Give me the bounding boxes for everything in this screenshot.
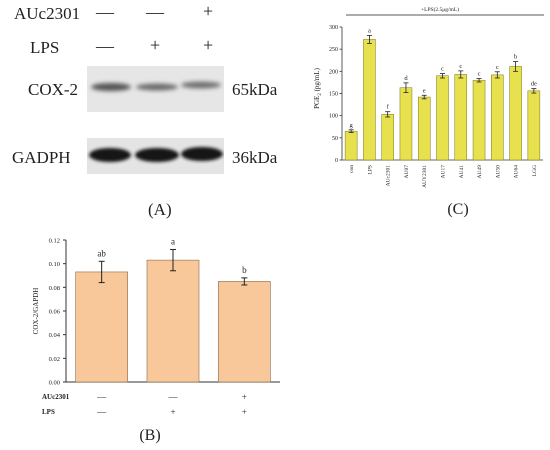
auc2301-sign-lane-1: —: [96, 2, 114, 22]
chart-c-y-tick-label: 250: [329, 47, 338, 53]
chart-c-x-tick-label: AU64: [514, 165, 520, 179]
chart-c-x-tick-label: AU50: [495, 165, 501, 179]
chart-c-x-tick-label: AU41: [459, 165, 465, 179]
chart-c-significance-letter: b: [514, 54, 517, 61]
lps-sign-lane-2: +: [150, 35, 161, 55]
chart-c-significance-letter: c: [459, 63, 462, 70]
chart-c-significance-letter: c: [478, 70, 481, 77]
chart-c-bar: [527, 90, 541, 161]
chart-b-y-tick-label: 0.08: [49, 285, 60, 292]
chart-b-significance-letter: a: [171, 236, 175, 246]
chart-c-x-tick-label: AUc2301: [386, 165, 392, 187]
chart-b-row-sign: —: [96, 407, 107, 417]
chart-c-significance-letter: de: [531, 81, 537, 88]
cox2-band-lane-2: [136, 83, 178, 91]
band-label-gadph: GADPH: [12, 148, 71, 167]
chart-c-x-tick-label: AUY2301: [422, 165, 428, 188]
chart-c-y-tick-label: 200: [329, 69, 338, 75]
chart-c-x-tick-label: AU49: [477, 165, 483, 179]
chart-c-significance-letter: g: [350, 122, 354, 129]
chart-b-row-label: AUc2301: [42, 393, 70, 401]
panel-c-letter: (C): [447, 201, 468, 218]
gadph-blot: [87, 138, 224, 174]
chart-c-x-tick-label: AU07: [404, 165, 410, 179]
chart-c-y-tick-label: 150: [329, 92, 338, 98]
band-size-cox2: 65kDa: [232, 80, 278, 99]
band-size-gadph: 36kDa: [232, 148, 278, 167]
chart-b-bar: [146, 259, 200, 383]
chart-b-bar: [218, 281, 271, 383]
chart-b-y-tick-label: 0.00: [49, 380, 60, 387]
chart-c-y-tick-label: 50: [332, 136, 338, 142]
chart-b-y-tick-label: 0.02: [49, 356, 60, 363]
chart-b-row-sign: +: [242, 392, 247, 402]
chart-b-row-sign: +: [242, 407, 247, 417]
chart-c-title: +LPS(2.5μg/mL): [421, 6, 459, 13]
chart-c-bar: [436, 75, 449, 161]
chart-c-bar: [344, 130, 358, 161]
chart-c-bar: [417, 96, 431, 161]
chart-b-y-axis-label: COX-2/GAPDH: [32, 288, 40, 335]
chart-c: +LPS(2.5μg/mL) 0 50 100 150 200 250 300 PGE2 (pg…: [313, 6, 544, 218]
chart-c-x-tick-label: AU17: [441, 165, 447, 179]
chart-c-bar: [363, 39, 376, 161]
chart-b-y-tick-label: 0.10: [49, 261, 60, 268]
chart-b: 0.00 0.02 0.04 0.06 0.08 0.10 0.12 COX-2/GAPDH a…: [32, 236, 280, 444]
chart-b-y-tick-label: 0.12: [49, 238, 60, 245]
band-label-cox2: COX-2: [28, 80, 79, 99]
chart-c-significance-letter: d: [404, 75, 408, 82]
chart-c-x-tick-label: LPS: [367, 165, 373, 174]
auc2301-sign-lane-2: —: [146, 2, 164, 22]
chart-b-significance-letter: b: [242, 265, 247, 275]
chart-c-significance-letter: e: [423, 87, 426, 94]
cox2-blot: [87, 66, 224, 112]
chart-c-significance-letter: a: [368, 27, 371, 34]
chart-c-bar: [399, 87, 413, 161]
auc2301-sign-lane-3: +: [203, 1, 214, 21]
chart-b-y-tick-label: 0.06: [49, 309, 61, 316]
lps-sign-lane-3: +: [203, 35, 214, 55]
cox2-band-lane-1: [91, 83, 131, 91]
panel-a-letter: (A): [148, 200, 172, 219]
panel-a: AUc2301 — — + LPS — + + COX-2 65kDa GADP…: [0, 0, 300, 225]
chart-b-row-sign: +: [170, 407, 175, 417]
treatment-label-auc2301: AUc2301: [14, 4, 81, 23]
cox2-band-lane-3: [181, 81, 221, 89]
chart-c-bar: [509, 66, 522, 161]
gadph-band-lane-2: [135, 148, 179, 162]
chart-b-bar: [75, 271, 128, 383]
chart-c-y-axis-label: PGE2 (pg/mL): [313, 67, 323, 108]
chart-b-y-tick-label: 0.04: [49, 332, 61, 339]
chart-c-y-tick-label: 0: [335, 158, 338, 164]
chart-b-row-sign: —: [168, 392, 179, 402]
gadph-band-lane-1: [89, 148, 131, 162]
chart-b-row-sign: —: [96, 392, 107, 402]
chart-c-bar: [491, 74, 504, 161]
chart-c-bar: [454, 74, 468, 161]
gadph-band-lane-3: [181, 147, 223, 161]
chart-c-bar: [381, 114, 394, 161]
chart-b-row-label: LPS: [42, 408, 55, 416]
chart-c-significance-letter: c: [496, 64, 499, 71]
chart-c-y-tick-label: 100: [329, 114, 338, 120]
lps-sign-lane-1: —: [96, 36, 114, 56]
treatment-label-lps: LPS: [30, 38, 60, 57]
panel-b-letter: (B): [139, 427, 160, 444]
chart-c-y-tick-label: 300: [329, 25, 338, 31]
chart-c-x-tick-label: con: [349, 165, 355, 173]
chart-b-significance-letter: ab: [97, 248, 106, 258]
chart-c-significance-letter: f: [387, 104, 390, 111]
chart-c-significance-letter: c: [441, 66, 444, 73]
chart-c-x-tick-label: LGG: [532, 165, 538, 176]
chart-c-bar: [472, 79, 486, 161]
